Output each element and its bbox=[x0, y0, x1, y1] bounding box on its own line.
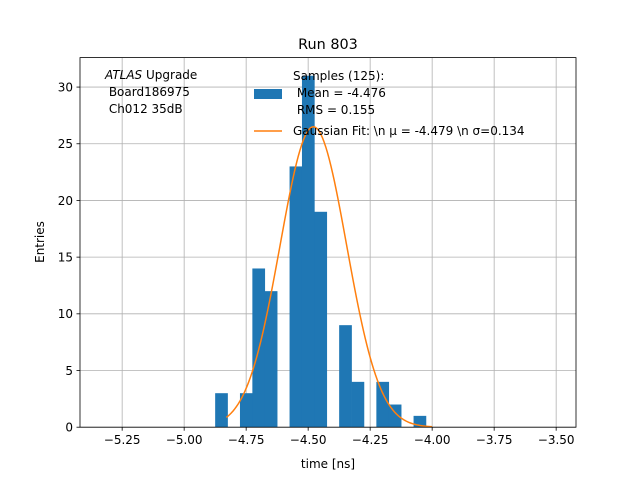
x-tick-label: −4.75 bbox=[228, 433, 265, 447]
legend-fit-label: Gaussian Fit: \n μ = -4.479 \n σ=0.134 bbox=[293, 124, 525, 138]
histogram-bar bbox=[289, 166, 303, 428]
plot-frame bbox=[79, 57, 577, 428]
histogram-bar bbox=[413, 415, 427, 428]
legend-samples-mean: Mean = -4.476 bbox=[293, 86, 386, 100]
legend-samples-rms: RMS = 0.155 bbox=[293, 103, 375, 117]
y-tick-label: 20 bbox=[58, 194, 73, 208]
grid bbox=[80, 57, 576, 428]
histogram-bar bbox=[351, 381, 365, 428]
y-tick-label: 10 bbox=[58, 307, 73, 321]
y-axis-ticks: 0 5 10 15 20 25 30 bbox=[58, 80, 80, 435]
histogram-bar bbox=[264, 291, 278, 428]
histogram-bar bbox=[239, 393, 253, 428]
legend-patch-samples bbox=[254, 89, 282, 99]
histogram-bar bbox=[301, 75, 315, 428]
atlas-annotation: ATLAS Upgrade Board186975 Ch012 35dB bbox=[104, 68, 197, 116]
x-axis-label: time [ns] bbox=[301, 457, 355, 471]
x-tick-label: −4.25 bbox=[352, 433, 389, 447]
y-tick-label: 15 bbox=[58, 250, 73, 264]
y-tick-label: 25 bbox=[58, 137, 73, 151]
x-tick-label: −3.75 bbox=[476, 433, 513, 447]
y-tick-label: 0 bbox=[65, 421, 73, 435]
svg-text:ATLAS Upgrade: ATLAS Upgrade bbox=[104, 68, 197, 82]
x-tick-label: −5.25 bbox=[104, 433, 141, 447]
histogram-bar bbox=[339, 325, 352, 428]
histogram-bar bbox=[388, 404, 402, 428]
y-tick-label: 30 bbox=[58, 80, 73, 94]
chart-title: Run 803 bbox=[298, 37, 358, 53]
annotation-upgrade: Upgrade bbox=[142, 68, 197, 82]
atlas-label: ATLAS bbox=[104, 68, 143, 82]
legend: Samples (125): Mean = -4.476 RMS = 0.155… bbox=[254, 69, 525, 138]
x-tick-label: −4.00 bbox=[414, 433, 451, 447]
x-tick-label: −4.50 bbox=[290, 433, 327, 447]
histogram-bars bbox=[215, 75, 427, 428]
x-axis-ticks: −5.25 −5.00 −4.75 −4.50 −4.25 −4.00 −3.75 −3.50 bbox=[104, 427, 575, 447]
y-tick-label: 5 bbox=[65, 364, 73, 378]
annotation-channel: Ch012 35dB bbox=[105, 102, 183, 116]
histogram-bar bbox=[215, 393, 228, 428]
annotation-board: Board186975 bbox=[105, 85, 190, 99]
y-axis-label: Entries bbox=[33, 221, 47, 263]
gaussian-fit-curve bbox=[225, 126, 433, 428]
histogram-bar bbox=[314, 211, 328, 428]
x-tick-label: −3.50 bbox=[538, 433, 575, 447]
histogram-bar bbox=[376, 381, 390, 428]
x-tick-label: −5.00 bbox=[166, 433, 203, 447]
legend-samples-title: Samples (125): bbox=[293, 69, 384, 83]
